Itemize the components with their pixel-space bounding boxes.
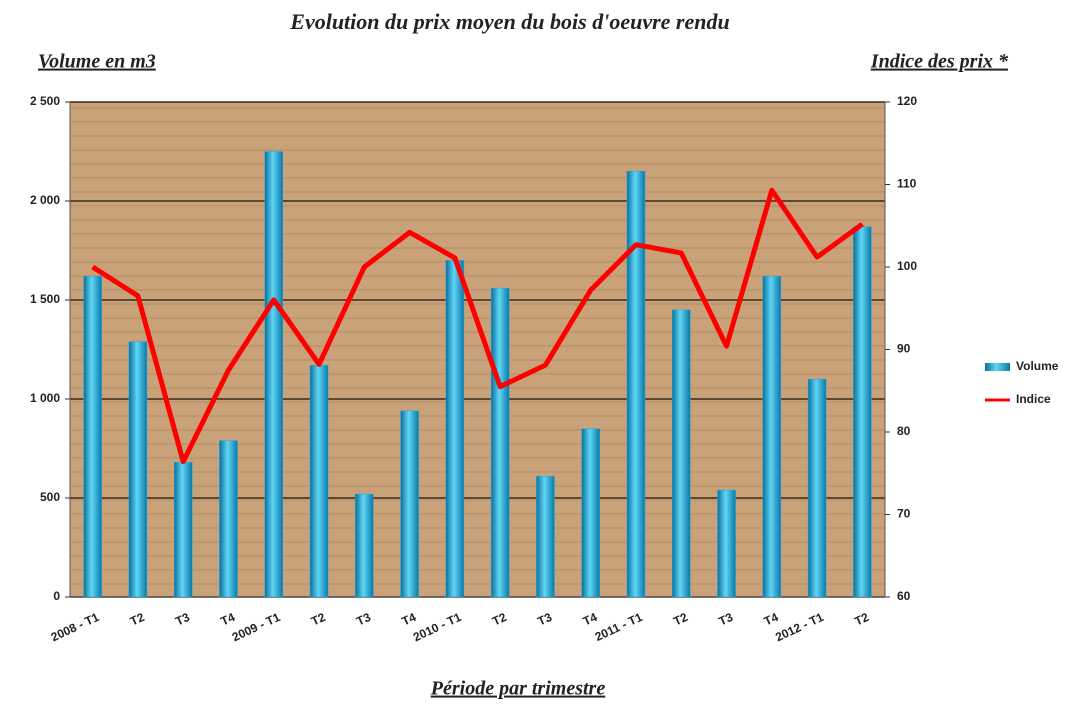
bar	[219, 441, 237, 597]
x-tick-label: T2	[852, 610, 871, 629]
x-tick-label: T2	[671, 610, 690, 629]
x-tick-label: T2	[490, 610, 509, 629]
x-tick-label: T3	[535, 610, 554, 629]
x-tick-label: 2011 - T1	[593, 610, 645, 644]
bar	[84, 276, 102, 597]
y-tick-label: 2 000	[30, 193, 60, 207]
x-tick-label: T3	[354, 610, 373, 629]
bar	[853, 227, 871, 597]
y2-axis-label: Indice des prix *	[870, 51, 1009, 73]
y2-tick-label: 110	[897, 177, 917, 191]
bar	[310, 365, 328, 597]
legend-label: Indice	[1016, 392, 1051, 406]
bar	[129, 342, 147, 597]
y-tick-label: 0	[53, 589, 60, 603]
y-tick-label: 1 500	[30, 292, 60, 306]
y-tick-label: 1 000	[30, 391, 60, 405]
x-tick-label: T3	[717, 610, 736, 629]
chart: Evolution du prix moyen du bois d'oeuvre…	[0, 0, 1080, 706]
x-axis-label: Période par trimestre	[430, 678, 606, 700]
bar	[401, 411, 419, 597]
bar	[265, 152, 283, 598]
chart-title: Evolution du prix moyen du bois d'oeuvre…	[289, 9, 729, 34]
bar	[627, 171, 645, 597]
y2-tick-label: 120	[897, 94, 917, 108]
bar	[174, 462, 192, 597]
y2-tick-label: 100	[897, 259, 917, 273]
bar	[763, 276, 781, 597]
x-tick-label: T2	[309, 610, 328, 629]
y2-tick-label: 60	[897, 589, 911, 603]
bar	[491, 288, 509, 597]
x-tick-label: T2	[128, 610, 147, 629]
y2-tick-label: 80	[897, 424, 911, 438]
y-tick-label: 500	[40, 490, 60, 504]
y-tick-label: 2 500	[30, 94, 60, 108]
x-tick-label: 2009 - T1	[230, 610, 283, 645]
bar	[672, 310, 690, 597]
x-tick-label: 2008 - T1	[49, 610, 102, 645]
bar	[536, 476, 554, 597]
bar	[446, 260, 464, 597]
y-axis-label: Volume en m3	[38, 51, 156, 73]
legend-label: Volume	[1016, 359, 1059, 373]
x-tick-label: T4	[218, 610, 237, 629]
x-tick-label: T4	[581, 610, 600, 629]
x-tick-label: T3	[173, 610, 192, 629]
x-tick-label: 2012 - T1	[773, 610, 826, 645]
bar	[355, 494, 373, 597]
x-tick-label: 2010 - T1	[411, 610, 464, 645]
x-tick-label: T4	[762, 610, 781, 629]
bar	[582, 429, 600, 597]
y2-tick-label: 90	[897, 342, 911, 356]
bar	[718, 490, 736, 597]
y2-tick-label: 70	[897, 507, 911, 521]
page: Evolution du prix moyen du bois d'oeuvre…	[0, 0, 1080, 711]
bar	[808, 379, 826, 597]
x-tick-label: T4	[400, 610, 419, 629]
legend-swatch	[985, 363, 1010, 371]
